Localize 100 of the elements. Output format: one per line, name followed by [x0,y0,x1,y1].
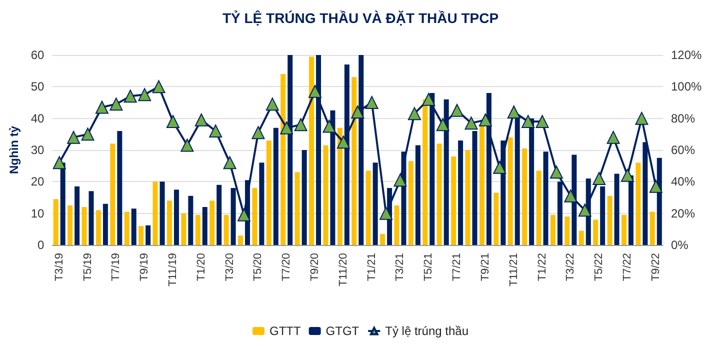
y2-tick-label: 80% [671,111,696,126]
bar [479,124,484,245]
bar [202,207,208,245]
bar [238,236,243,245]
point [564,189,578,202]
point [95,100,108,114]
bar [422,99,428,245]
legend-label: GTGT [326,324,360,338]
y2-tick-label: 120% [671,48,702,62]
bar [465,150,470,245]
bar [174,190,179,245]
y2-tick-label: 100% [671,80,702,94]
bar [152,182,158,245]
point [152,80,166,94]
point [308,84,322,98]
point [536,115,549,128]
x-tick-label: T1/22 [536,253,548,282]
bar [117,131,122,245]
point [351,106,364,118]
bar [252,188,258,245]
bar [564,216,570,245]
point [294,118,308,132]
y-tick-label: 20 [30,174,45,189]
point [493,160,506,174]
x-tick-label: T3/20 [224,253,236,282]
bar [266,140,272,245]
point [450,104,464,117]
legend-label: GTTT [269,324,302,338]
point [223,156,236,170]
y-tick-label: 10 [30,206,45,220]
x-tick-label: T9/19 [138,253,151,282]
point [138,88,152,102]
bar [166,200,172,245]
legend-label: Tỷ lệ trúng thầu [385,324,469,338]
bar [380,234,386,245]
bar [536,170,542,245]
x-tick-label: T1/20 [195,253,208,282]
bar [224,214,229,245]
point [649,180,662,193]
point [522,115,535,128]
bar [188,196,194,245]
bar [210,200,215,245]
bar [352,77,357,245]
bar [436,144,442,245]
point [408,107,421,120]
bar [146,225,151,245]
point [81,128,94,141]
bar [68,205,73,245]
y-tick-label: 50 [30,80,45,94]
bar [280,74,286,245]
y-tick-label: 60 [30,48,45,62]
x-tick-label: T5/22 [593,253,606,282]
point [365,96,378,109]
point [266,98,279,111]
bar [607,196,612,245]
point [336,136,350,149]
bar [636,162,641,245]
point [380,206,393,220]
point [209,124,222,138]
x-tick-label: T1/21 [366,253,378,282]
point [422,92,436,106]
bar [74,186,80,245]
point [194,113,208,126]
bar [138,226,144,245]
point [110,98,123,111]
bar [216,184,222,245]
x-tick-label: T7/21 [451,253,464,282]
point [280,121,294,134]
point [180,138,194,152]
point [592,172,606,185]
bar [259,162,264,245]
y-tick-label: 30 [30,143,45,157]
bar [621,214,626,245]
point [124,90,137,103]
point [237,208,250,222]
bar [82,207,87,245]
y2-tick-label: 20% [671,206,696,220]
bar [337,128,342,245]
x-tick-label: T3/19 [53,253,66,282]
bar [650,212,655,245]
bar [131,208,136,245]
point [550,166,563,179]
y2-tick-label: 40% [671,174,696,189]
bar [366,170,371,245]
bar [408,161,414,245]
bar [309,56,314,245]
bar [494,192,499,245]
bar [578,230,584,245]
bar [415,145,420,245]
bar [124,212,130,245]
x-tick-label: T3/21 [394,253,406,282]
point [578,204,592,217]
bar [102,204,108,245]
bar [110,144,116,245]
bar [302,150,307,245]
bar [522,148,528,245]
bar [160,182,165,245]
x-tick-label: T9/22 [650,253,662,282]
bar [550,214,556,245]
point [166,115,180,128]
